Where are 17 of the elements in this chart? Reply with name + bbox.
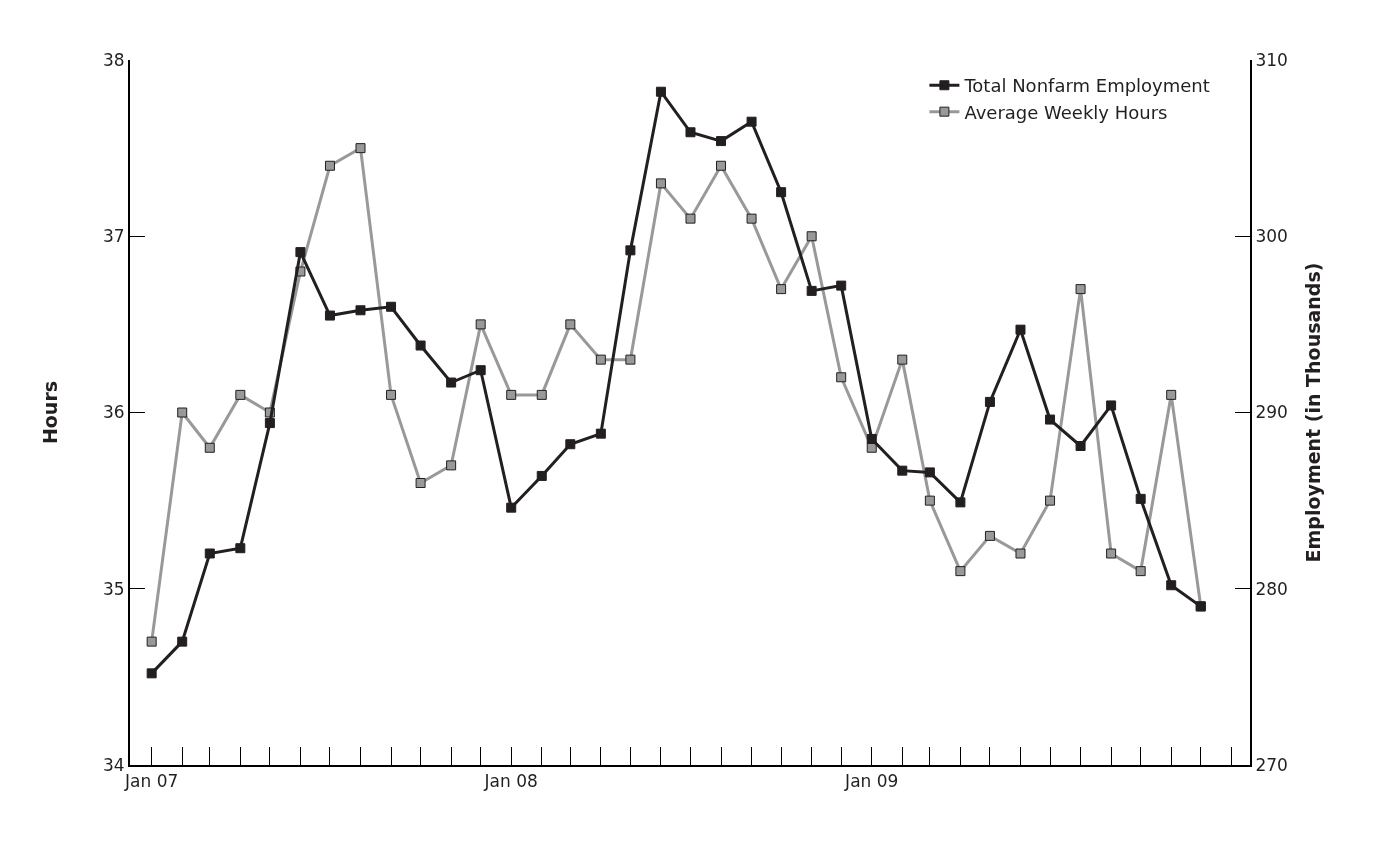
x-tick-label: Jan 09 <box>844 771 899 792</box>
y2-axis-title: Employment (in Thousands) <box>1302 262 1325 563</box>
legend-label: Average Weekly Hours <box>964 101 1168 123</box>
y2-tick-label: 290 <box>1255 402 1288 423</box>
y2-tick-label: 280 <box>1255 578 1288 599</box>
y-tick-label: 34 <box>102 754 125 775</box>
y-tick-label: 36 <box>102 402 125 423</box>
y2-tick-label: 270 <box>1255 754 1288 775</box>
x-tick-label: Jan 07 <box>124 771 179 792</box>
y-tick-label: 35 <box>102 578 125 599</box>
x-tick-label: Jan 08 <box>483 771 538 792</box>
y-tick-label: 38 <box>102 49 125 70</box>
legend-label: Total Nonfarm Employment <box>963 75 1210 97</box>
y-tick-label: 37 <box>102 226 125 247</box>
y2-tick-label: 310 <box>1255 49 1288 70</box>
y2-tick-label: 300 <box>1255 226 1288 247</box>
y-axis-title: Hours <box>39 380 62 445</box>
